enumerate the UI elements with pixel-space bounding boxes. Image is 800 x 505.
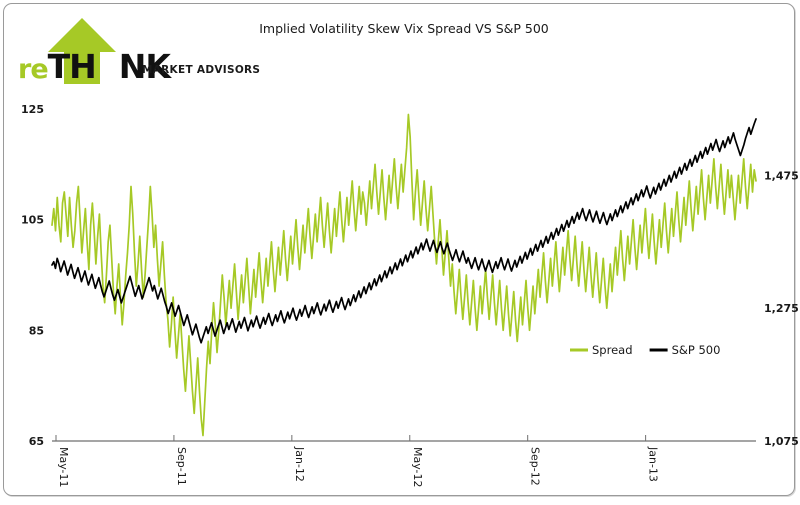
x-axis-ticks: May-11 Sep-11 Jan-12 May-12 Sep-12 Jan-13 [55, 435, 660, 488]
logo-arrow-icon [48, 18, 116, 84]
right-axis-ticks: 1,075 1,275 1,475 [764, 169, 799, 448]
x-axis-tick-label: Sep-11 [175, 447, 188, 486]
chart-frame: reTH NK MARKET ADVISORS Implied Volatilit… [3, 3, 799, 496]
x-axis-tick-label: Jan-13 [647, 446, 660, 482]
x-axis-tick-label: Sep-12 [529, 447, 542, 486]
left-axis-tick-label: 85 [29, 324, 44, 337]
left-axis-tick-label: 125 [21, 103, 44, 116]
left-axis-ticks: 65 85 105 125 [21, 103, 44, 448]
right-axis-tick-label: 1,075 [764, 435, 799, 448]
left-axis-tick-label: 65 [29, 435, 44, 448]
logo-tagline: MARKET ADVISORS [142, 64, 261, 76]
logo-wordmark: reTH NK [18, 47, 171, 86]
x-axis-tick-label: May-11 [57, 447, 70, 488]
right-axis-tick-label: 1,275 [764, 302, 799, 315]
chart-legend: Spread S&P 500 [570, 343, 720, 357]
logo-re-text: re [18, 54, 49, 85]
chart-svg: 65 85 105 125 1,075 1,275 1,475 May-11 Sep-11 J… [21, 103, 799, 488]
logo-nk-text: NK [118, 47, 171, 86]
series-line-spread [51, 113, 757, 437]
series-line-sp500 [51, 118, 757, 344]
x-axis-tick-label: May-12 [411, 447, 424, 488]
rethink-logo: reTH NK [12, 12, 262, 86]
chart-title: Implied Volatility Skew Vix Spread VS S&… [259, 21, 549, 36]
x-axis-tick-label: Jan-12 [293, 446, 306, 482]
legend-label: Spread [592, 343, 633, 357]
left-axis-tick-label: 105 [21, 214, 44, 227]
plot-area: 65 85 105 125 1,075 1,275 1,475 May-11 Sep-11 J… [4, 4, 800, 505]
logo-th-text: TH [47, 47, 97, 86]
up-arrow-shape [48, 18, 116, 84]
legend-label: S&P 500 [672, 343, 721, 357]
right-axis-tick-label: 1,475 [764, 169, 799, 182]
